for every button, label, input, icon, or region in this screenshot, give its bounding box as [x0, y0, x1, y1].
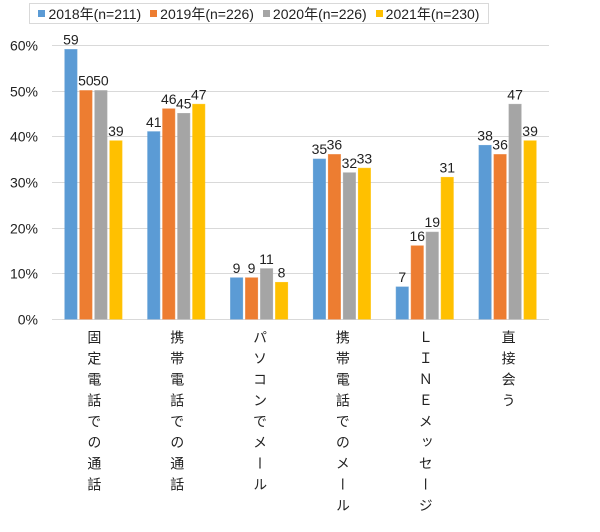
bar — [192, 103, 206, 320]
chart-legend: 2018年(n=211) 2019年(n=226) 2020年(n=226) 2021… — [29, 3, 489, 24]
bar — [410, 245, 424, 320]
y-tick-label: 50% — [10, 84, 38, 100]
bar — [245, 277, 259, 320]
legend-label: 2021年(n=230) — [385, 5, 480, 22]
data-label: 41 — [146, 114, 162, 130]
bar — [64, 49, 78, 320]
legend-item: 2020年(n=226) — [262, 4, 367, 24]
data-label: 46 — [161, 91, 177, 107]
y-tick-label: 0% — [18, 312, 38, 328]
legend-swatch — [38, 10, 46, 17]
data-label: 7 — [398, 269, 406, 285]
data-label: 8 — [278, 264, 286, 280]
data-label: 35 — [312, 141, 328, 157]
data-label: 11 — [259, 251, 274, 267]
bar — [425, 231, 439, 320]
x-tick-label: ＬＩＮＥメッセージ — [416, 330, 433, 519]
y-axis-ticks: 0% 10% 20% 30% 40% 50% 60% — [10, 38, 38, 328]
bar — [357, 167, 371, 320]
data-label: 19 — [424, 214, 440, 230]
bar — [395, 286, 409, 320]
bar — [94, 90, 108, 320]
data-label: 45 — [176, 96, 192, 112]
bar — [230, 277, 244, 320]
legend-item: 2021年(n=230) — [375, 4, 480, 24]
bar — [327, 154, 341, 320]
x-tick-label: 携帯電話での通話 — [168, 330, 185, 498]
bar — [177, 113, 191, 320]
bar — [523, 140, 537, 320]
data-label: 39 — [522, 123, 538, 139]
legend-label: 2018年(n=211) — [48, 5, 142, 22]
data-label: 47 — [507, 86, 523, 102]
bar — [79, 90, 93, 320]
x-tick-label: パソコンでメール — [251, 330, 268, 498]
x-tick-label: 固定電話での通話 — [85, 330, 102, 498]
legend-label: 2020年(n=226) — [272, 5, 367, 22]
data-label: 33 — [357, 150, 373, 166]
bar — [275, 281, 289, 320]
data-label: 50 — [93, 73, 109, 89]
bar — [260, 268, 274, 320]
gridlines — [52, 45, 549, 320]
bar — [508, 103, 522, 320]
y-tick-label: 20% — [10, 221, 38, 237]
data-label: 50 — [78, 73, 94, 89]
data-label: 9 — [233, 260, 241, 276]
bar — [342, 172, 356, 320]
legend-swatch — [150, 10, 158, 17]
data-label: 47 — [191, 86, 207, 102]
bar — [162, 108, 176, 320]
data-label: 32 — [342, 155, 358, 171]
y-tick-label: 40% — [10, 129, 38, 145]
y-tick-label: 10% — [10, 266, 38, 282]
data-label: 59 — [63, 32, 79, 48]
data-label: 38 — [477, 127, 493, 143]
legend-swatch — [262, 10, 270, 17]
x-tick-label: 直接会う — [499, 330, 516, 414]
bars — [64, 49, 537, 320]
legend-label: 2019年(n=226) — [160, 5, 254, 22]
legend-swatch — [375, 10, 383, 17]
data-label: 36 — [492, 137, 508, 153]
x-tick-label: 携帯電話でのメール — [333, 330, 350, 519]
bar — [109, 140, 123, 320]
data-label: 16 — [409, 228, 425, 244]
bar — [312, 158, 326, 320]
data-label: 31 — [439, 159, 455, 175]
bar — [440, 176, 454, 320]
y-tick-label: 30% — [10, 175, 38, 191]
bar — [478, 144, 492, 320]
bar — [493, 154, 507, 320]
data-label: 9 — [248, 260, 256, 276]
data-label: 36 — [327, 137, 343, 153]
legend-item: 2018年(n=211) — [38, 4, 141, 24]
legend-item: 2019年(n=226) — [150, 4, 254, 24]
y-tick-label: 60% — [10, 38, 38, 54]
data-label: 39 — [108, 123, 124, 139]
bar — [147, 131, 161, 320]
